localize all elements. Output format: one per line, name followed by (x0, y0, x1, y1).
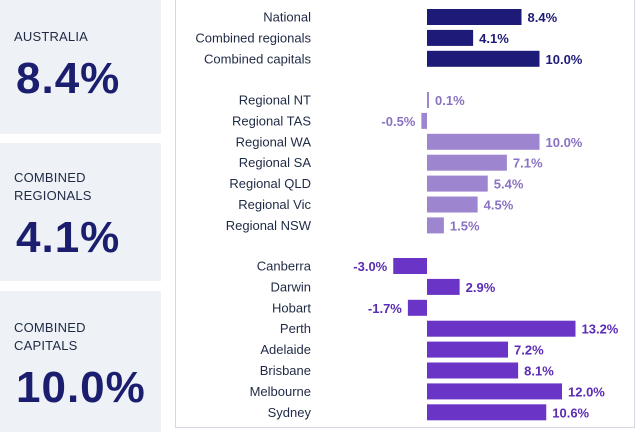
category-label-regional-nt: Regional NT (239, 93, 311, 108)
value-label-darwin: 2.9% (466, 280, 496, 295)
bar-hobart (407, 299, 427, 316)
category-label-regional-vic: Regional Vic (238, 197, 311, 212)
value-label-canberra: -3.0% (353, 259, 387, 274)
bar-canberra (393, 258, 427, 274)
bar-brisbane (427, 362, 519, 379)
category-label-national: National (263, 10, 311, 25)
bar-darwin (427, 278, 460, 295)
value-label-regional-qld: 5.4% (494, 177, 524, 192)
category-label-sydney: Sydney (268, 405, 312, 420)
bar-regional-qld (427, 175, 488, 192)
category-label-perth: Perth (280, 321, 311, 336)
australia-card-label: AUSTRALIA (14, 29, 89, 44)
bar-regional-tas (421, 112, 427, 129)
combined-capitals-card-value: 10.0% (16, 363, 146, 412)
bar-national (427, 9, 522, 25)
australia-card: AUSTRALIA 8.4% (0, 0, 161, 134)
value-label-sydney: 10.6% (552, 405, 589, 420)
category-label-hobart: Hobart (272, 300, 311, 315)
value-label-national: 8.4% (528, 10, 558, 25)
bar-perth (427, 320, 576, 337)
value-label-regional-nt: 0.1% (435, 93, 465, 108)
australia-card-value: 8.4% (16, 54, 121, 103)
category-label-canberra: Canberra (257, 259, 312, 274)
growth-bar-chart: National 8.4% Combined regionals 4.1% Combin… (195, 9, 619, 421)
bar-regional-nsw (427, 217, 444, 234)
category-label-brisbane: Brisbane (260, 363, 311, 378)
bar-regional-nt (427, 92, 429, 108)
category-label-regional-sa: Regional SA (239, 155, 312, 170)
combined-capitals-card-label: COMBINED CAPITALS (14, 320, 86, 353)
chart-frame: National 8.4% Combined regionals 4.1% Combin… (175, 0, 635, 428)
value-label-regional-sa: 7.1% (513, 156, 543, 171)
value-label-combined-capitals: 10.0% (546, 52, 583, 67)
bar-melbourne (427, 383, 562, 400)
category-label-combined-capitals: Combined capitals (204, 51, 311, 66)
value-label-melbourne: 12.0% (568, 384, 605, 399)
combined-regionals-card-label: COMBINED REGIONALS (14, 170, 92, 203)
value-label-adelaide: 7.2% (514, 343, 544, 358)
value-label-brisbane: 8.1% (524, 364, 554, 379)
value-label-combined-regionals: 4.1% (479, 31, 509, 46)
value-label-hobart: -1.7% (368, 301, 402, 316)
bar-combined-capitals (427, 50, 540, 67)
bar-adelaide (427, 341, 508, 358)
category-label-regional-tas: Regional TAS (232, 113, 311, 128)
category-label-combined-regionals: Combined regionals (195, 30, 311, 45)
value-label-regional-vic: 4.5% (484, 198, 514, 213)
category-label-regional-wa: Regional WA (236, 134, 312, 149)
value-label-perth: 13.2% (582, 322, 619, 337)
value-label-regional-nsw: 1.5% (450, 218, 480, 233)
bar-combined-regionals (427, 29, 474, 46)
combined-regionals-card: COMBINED REGIONALS 4.1% (0, 143, 161, 281)
combined-capitals-card: COMBINED CAPITALS 10.0% (0, 291, 161, 432)
category-label-darwin: Darwin (271, 279, 311, 294)
category-label-regional-qld: Regional QLD (229, 176, 311, 191)
category-label-regional-nsw: Regional NSW (226, 218, 312, 233)
category-label-adelaide: Adelaide (260, 342, 311, 357)
bar-sydney (427, 404, 547, 421)
value-label-regional-tas: -0.5% (381, 114, 415, 129)
bar-regional-wa (427, 133, 540, 150)
bar-regional-vic (427, 196, 478, 213)
combined-regionals-card-value: 4.1% (16, 213, 121, 262)
category-label-melbourne: Melbourne (250, 384, 311, 399)
value-label-regional-wa: 10.0% (546, 135, 583, 150)
bar-regional-sa (427, 154, 507, 171)
